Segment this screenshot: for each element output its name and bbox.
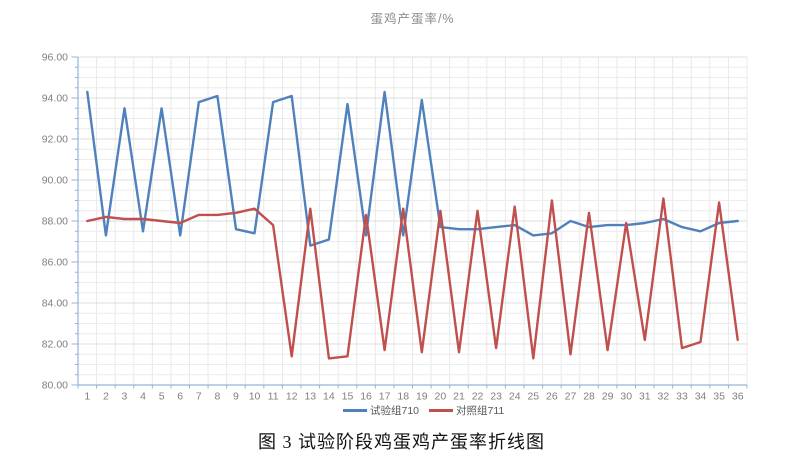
x-axis-tick-label: 28	[583, 391, 595, 403]
x-axis-tick-label: 16	[360, 391, 372, 403]
x-axis-tick-label: 5	[159, 391, 165, 403]
y-axis-tick-label: 80.00	[42, 380, 68, 392]
x-axis-tick-label: 36	[732, 391, 744, 403]
x-axis-tick-label: 35	[713, 391, 725, 403]
y-axis-tick-label: 84.00	[42, 298, 68, 310]
legend-item-control-group: 对照组711	[429, 403, 504, 418]
series-line-0	[86, 90, 739, 247]
y-axis-tick-label: 82.00	[42, 339, 68, 351]
x-axis-tick-label: 7	[196, 391, 202, 403]
legend-label-control-group: 对照组711	[456, 405, 505, 417]
x-axis-tick-label: 2	[103, 391, 109, 403]
figure-caption: 图 3 试验阶段鸡蛋鸡产蛋率折线图	[258, 432, 545, 452]
x-axis-tick-label: 29	[602, 391, 614, 403]
y-axis-tick-label: 88.00	[42, 216, 68, 228]
x-axis-tick-label: 21	[453, 391, 465, 403]
x-axis-tick-label: 31	[639, 391, 651, 403]
x-axis-tick-label: 25	[527, 391, 539, 403]
x-axis-tick-label: 15	[342, 391, 354, 403]
x-axis-tick-label: 18	[397, 391, 409, 403]
x-axis-tick-label: 22	[472, 391, 484, 403]
x-axis-tick-label: 27	[565, 391, 577, 403]
x-axis-tick-label: 12	[286, 391, 298, 403]
legend-label-experimental-group: 试验组710	[370, 405, 420, 417]
x-axis-tick-label: 13	[304, 391, 316, 403]
x-axis-tick-label: 14	[323, 391, 335, 403]
x-axis-tick-label: 30	[620, 391, 632, 403]
x-axis-tick-label: 9	[233, 391, 239, 403]
x-axis-tick-label: 26	[546, 391, 558, 403]
x-axis-tick-label: 11	[268, 391, 279, 403]
x-axis-tick-label: 4	[140, 391, 146, 403]
x-axis-tick-label: 10	[249, 391, 261, 403]
x-axis-tick-label: 1	[84, 391, 90, 403]
x-axis-tick-label: 24	[509, 391, 521, 403]
line-chart: 80.00 82.00 84.00 86.00 88.00 90.00 92.00 94.00…	[42, 52, 748, 403]
x-axis-tick-label: 17	[379, 391, 391, 403]
x-axis-tick-label: 6	[177, 391, 183, 403]
chart-legend: 试验组710 对照组711	[343, 403, 514, 418]
y-axis-tick-label: 96.00	[42, 52, 68, 64]
legend-line-swatch-red	[429, 409, 454, 412]
y-axis-tick-label: 92.00	[42, 134, 68, 146]
legend-item-experimental-group: 试验组710	[343, 403, 419, 418]
x-axis-tick-label: 33	[676, 391, 688, 403]
chart-title: 蛋鸡产蛋率/%	[370, 12, 455, 26]
legend-line-swatch-blue	[343, 409, 367, 412]
x-axis-tick-label: 34	[695, 391, 707, 403]
x-axis-tick-label: 20	[435, 391, 447, 403]
y-axis-tick-label: 86.00	[42, 257, 68, 269]
series-line-1	[86, 197, 739, 360]
x-axis-tick-label: 23	[490, 391, 502, 403]
x-axis-tick-label: 19	[416, 391, 428, 403]
x-axis-tick-label: 8	[214, 391, 220, 403]
y-axis-tick-label: 94.00	[42, 93, 68, 105]
y-axis-tick-label: 90.00	[42, 175, 68, 187]
x-axis-tick-label: 32	[658, 391, 670, 403]
x-axis-tick-label: 3	[122, 391, 128, 403]
